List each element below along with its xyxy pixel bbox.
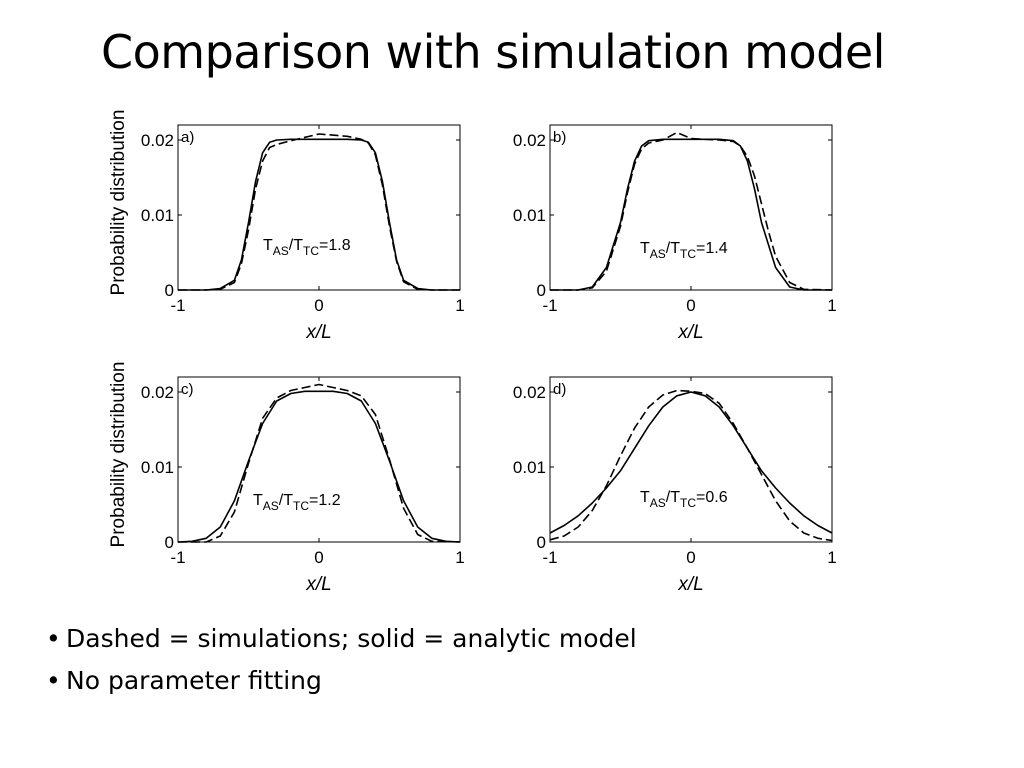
annotation-part: AS bbox=[650, 496, 666, 510]
ratio-annotation: TAS/TTC=0.6 bbox=[640, 489, 728, 510]
x-axis-label: x/L bbox=[305, 574, 331, 595]
x-tick-label: 1 bbox=[455, 548, 464, 567]
x-axis-label: x/L bbox=[677, 574, 703, 595]
y-tick-label: 0.01 bbox=[513, 458, 546, 477]
x-tick-label: -1 bbox=[170, 296, 185, 315]
ratio-annotation: TAS/TTC=1.4 bbox=[640, 240, 728, 261]
series-line-dashed bbox=[178, 383, 461, 543]
x-tick-label: 0 bbox=[314, 548, 323, 567]
annotation-part: TC bbox=[680, 496, 696, 510]
series-line-solid bbox=[550, 138, 832, 291]
y-tick-label: 0.02 bbox=[513, 131, 546, 150]
x-tick-label: -1 bbox=[170, 548, 185, 567]
annotation-part: T bbox=[640, 240, 650, 257]
series-line-solid bbox=[549, 391, 833, 534]
y-tick-label: 0.02 bbox=[141, 131, 174, 150]
chart-panel-2: -1 0 100.010.02 b)TAS/TTC=1.4x/L bbox=[513, 124, 837, 343]
ratio-annotation: TAS/TTC=1.8 bbox=[263, 237, 351, 258]
plot-frame bbox=[549, 124, 833, 291]
annotation-part: AS bbox=[273, 244, 289, 258]
annotation-part: /T bbox=[289, 237, 303, 254]
x-tick-label: 1 bbox=[455, 296, 464, 315]
y-axis-label: Probability distribution bbox=[108, 362, 129, 548]
series-line-solid bbox=[177, 390, 461, 543]
chart-panel-3: -1 0 100.010.02 c)TAS/TTC=1.2x/LProbability… bbox=[108, 362, 465, 595]
x-tick-label: 1 bbox=[827, 548, 836, 567]
x-tick-label: 1 bbox=[827, 296, 836, 315]
plot-frame bbox=[549, 376, 833, 543]
annotation-part: /T bbox=[666, 489, 680, 506]
y-tick-label: 0.01 bbox=[141, 458, 174, 477]
annotation-part: =1.8 bbox=[319, 237, 351, 254]
y-tick-label: 0.01 bbox=[141, 206, 174, 225]
annotation-part: T bbox=[253, 492, 263, 509]
x-tick-label: -1 bbox=[542, 548, 557, 567]
panel-label: d) bbox=[553, 381, 566, 398]
y-tick-label: 0 bbox=[537, 533, 546, 552]
bullet-text: No parameter fitting bbox=[66, 666, 322, 695]
annotation-part: TC bbox=[680, 247, 696, 261]
x-tick-label: 0 bbox=[686, 548, 695, 567]
y-axis-label: Probability distribution bbox=[108, 110, 129, 296]
y-tick-label: 0 bbox=[537, 281, 546, 300]
annotation-part: /T bbox=[279, 492, 293, 509]
annotation-part: =1.4 bbox=[696, 240, 728, 257]
x-tick-label: 0 bbox=[686, 296, 695, 315]
bullet-list: • Dashed = simulations; solid = analytic … bbox=[46, 618, 637, 702]
bullet-dot-icon: • bbox=[46, 666, 61, 695]
annotation-part: T bbox=[263, 237, 273, 254]
annotation-part: TC bbox=[303, 244, 319, 258]
bullet-item: • No parameter fitting bbox=[46, 660, 637, 702]
x-axis-label: x/L bbox=[305, 322, 331, 343]
x-tick-label: -1 bbox=[542, 296, 557, 315]
panel-label: a) bbox=[181, 129, 194, 146]
series-line-dashed bbox=[178, 133, 460, 291]
plot-frame bbox=[177, 124, 461, 291]
y-tick-label: 0.02 bbox=[513, 383, 546, 402]
series-line-dashed bbox=[549, 389, 833, 542]
bullet-text: Dashed = simulations; solid = analytic m… bbox=[66, 624, 637, 653]
slide-title: Comparison with simulation model bbox=[101, 25, 885, 79]
annotation-part: AS bbox=[263, 499, 279, 513]
x-axis-label: x/L bbox=[677, 322, 703, 343]
series-line-dashed bbox=[550, 131, 833, 291]
y-tick-label: 0 bbox=[165, 533, 174, 552]
annotation-part: AS bbox=[650, 247, 666, 261]
plot-frame bbox=[177, 376, 461, 543]
y-tick-label: 0.02 bbox=[141, 383, 174, 402]
y-tick-label: 0.01 bbox=[513, 206, 546, 225]
annotation-part: T bbox=[640, 489, 650, 506]
y-tick-label: 0 bbox=[165, 281, 174, 300]
bullet-dot-icon: • bbox=[46, 624, 61, 653]
chart-panel-1: -1 0 100.010.02 a)TAS/TTC=1.8x/LProbability… bbox=[108, 110, 465, 343]
panel-label: b) bbox=[553, 129, 566, 146]
bullet-item: • Dashed = simulations; solid = analytic … bbox=[46, 618, 637, 660]
x-tick-label: 0 bbox=[314, 296, 323, 315]
series-line-solid bbox=[178, 138, 460, 291]
annotation-part: TC bbox=[293, 499, 309, 513]
annotation-part: /T bbox=[666, 240, 680, 257]
chart-panel-4: -1 0 100.010.02 d)TAS/TTC=0.6x/L bbox=[513, 376, 837, 595]
panel-label: c) bbox=[181, 381, 194, 398]
annotation-part: =1.2 bbox=[309, 492, 341, 509]
annotation-part: =0.6 bbox=[696, 489, 728, 506]
ratio-annotation: TAS/TTC=1.2 bbox=[253, 492, 341, 513]
